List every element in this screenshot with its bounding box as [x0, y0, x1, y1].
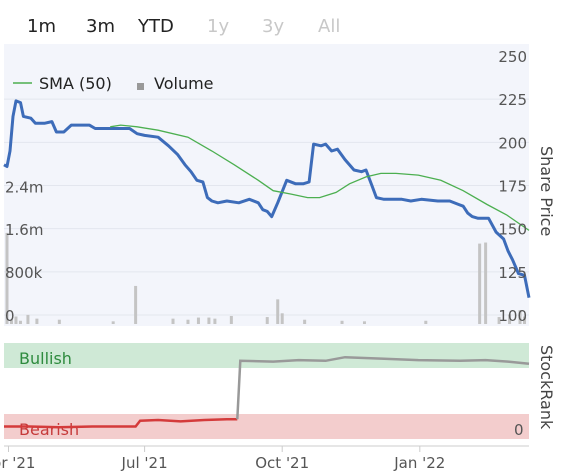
x-tick-label: Jul '21	[121, 454, 168, 472]
stockrank-line-gray	[236, 355, 530, 420]
range-selector: 1m 3m YTD 1y 3y All	[0, 10, 567, 44]
price-tick-label: 250	[498, 48, 527, 66]
bullish-band	[4, 343, 529, 368]
legend-volume-label: Volume	[154, 74, 214, 93]
range-button-1m[interactable]: 1m	[27, 16, 56, 37]
range-button-1y: 1y	[207, 16, 230, 37]
stockrank-zero-label: 0	[514, 421, 524, 439]
volume-bar	[9, 319, 13, 324]
price-tick-label: 200	[498, 134, 527, 152]
range-button-all: All	[318, 16, 341, 37]
volume-bar	[5, 232, 9, 324]
volume-bar	[57, 319, 61, 324]
volume-axis-ticks: 0 800k 1.6m 2.4m	[5, 178, 43, 325]
legend-volume-swatch	[137, 83, 144, 90]
volume-bar	[196, 317, 200, 324]
volume-bar	[362, 321, 366, 324]
stockrank-line-red	[4, 417, 238, 429]
volume-bar	[265, 317, 269, 324]
volume-bar	[35, 318, 39, 324]
volume-bar	[171, 318, 175, 324]
volume-bar	[18, 320, 22, 324]
x-tick-label: Apr '21	[0, 454, 35, 472]
range-button-3m[interactable]: 3m	[86, 16, 115, 37]
x-axis-ticks: Apr '21 Jul '21 Oct '21 Jan '22	[0, 446, 445, 472]
share-price-axis-title: Share Price	[537, 146, 556, 236]
legend-sma-label: SMA (50)	[39, 74, 112, 93]
volume-bar	[26, 314, 30, 324]
volume-bar	[207, 317, 211, 324]
bullish-label: Bullish	[19, 349, 72, 368]
volume-bar	[484, 242, 488, 324]
price-axis-ticks: 100 125 150 175 200 225 250	[498, 48, 527, 325]
volume-bar	[523, 316, 527, 324]
volume-tick-label: 800k	[5, 264, 43, 282]
range-button-ytd[interactable]: YTD	[138, 16, 174, 37]
price-line	[3, 99, 531, 298]
x-tick-label: Jan '22	[393, 454, 445, 472]
range-button-3y: 3y	[262, 16, 285, 37]
volume-bar	[229, 315, 233, 324]
volume-bar	[508, 314, 512, 324]
volume-bar	[280, 313, 284, 324]
sma-line	[110, 124, 530, 231]
volume-tick-label: 2.4m	[5, 178, 43, 196]
volume-bar	[134, 285, 138, 324]
volume-tick-label: 0	[5, 307, 15, 325]
volume-bar	[14, 316, 18, 324]
volume-bars	[5, 232, 527, 324]
volume-bar	[497, 317, 501, 324]
price-tick-label: 150	[498, 221, 527, 239]
x-tick-label: Oct '21	[255, 454, 309, 472]
price-tick-label: 225	[498, 91, 527, 109]
bearish-label: Bearish	[19, 420, 79, 439]
volume-bar	[186, 319, 190, 324]
volume-bar	[303, 319, 307, 324]
volume-bar	[111, 321, 115, 324]
price-tick-label: 175	[498, 178, 527, 196]
volume-bar	[276, 299, 280, 324]
volume-bar	[213, 318, 217, 324]
volume-tick-label: 1.6m	[5, 221, 43, 239]
volume-bar	[518, 310, 522, 324]
price-tick-label: 125	[498, 264, 527, 282]
stockrank-axis-title: StockRank	[537, 345, 556, 430]
volume-bar	[340, 320, 344, 324]
price-tick-label: 100	[498, 307, 527, 325]
volume-bar	[478, 243, 482, 324]
volume-bar	[424, 320, 428, 324]
